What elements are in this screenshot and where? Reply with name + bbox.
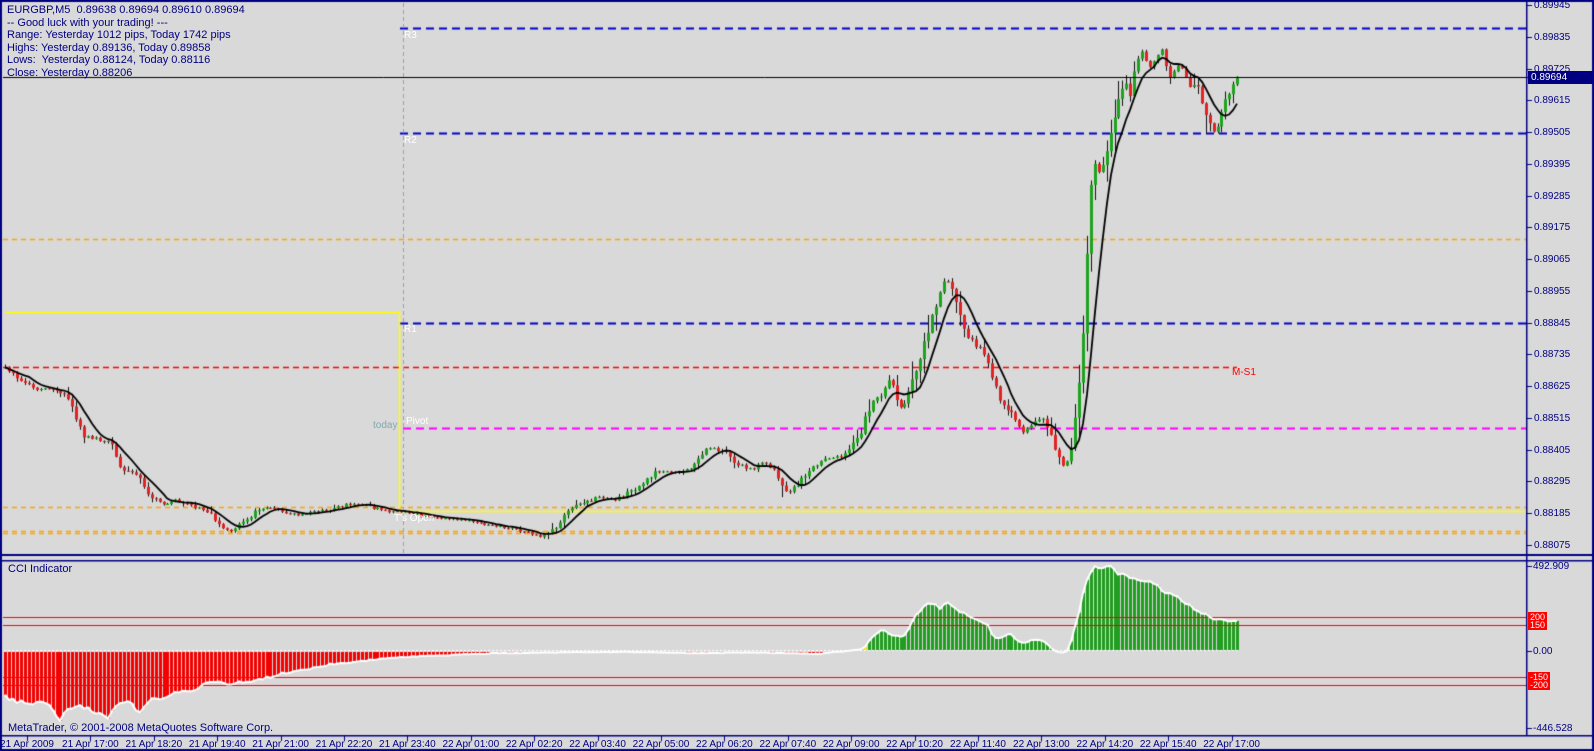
price-axis-label: 0.88625: [1534, 381, 1571, 393]
price-axis-label: 0.88735: [1534, 349, 1571, 361]
time-axis-label: 22 Apr 06:20: [696, 739, 753, 750]
price-axis-label: 0.88185: [1534, 508, 1571, 520]
cci-level-badge: -150: [1528, 671, 1551, 682]
todays-open-label: T's Open: [394, 513, 435, 524]
monthly-s1-label: M-S1: [1232, 367, 1256, 378]
r1-level-label: R1: [404, 324, 417, 335]
copyright-text: MetaTrader, © 2001-2008 MetaQuotes Softw…: [8, 722, 274, 734]
range-line: Range: Yesterday 1012 pips, Today 1742 p…: [7, 29, 231, 41]
time-axis-label: 21 Apr 19:40: [188, 739, 246, 750]
price-axis-label: 0.88515: [1534, 412, 1571, 424]
time-axis-label: 22 Apr 15:40: [1139, 739, 1197, 750]
time-axis-label: 22 Apr 05:00: [632, 739, 690, 750]
symbol-quote-line: EURGBP,M5 0.89638 0.89694 0.89610 0.8969…: [7, 4, 245, 16]
r2-level-label: R2: [404, 135, 417, 146]
cci-level-badge: -200: [1528, 680, 1551, 691]
price-axis-label: 0.89725: [1534, 63, 1571, 75]
price-axis-label: 0.89395: [1534, 158, 1571, 170]
cci-indicator-title: CCI Indicator: [8, 563, 73, 575]
price-axis-label: 0.88075: [1534, 540, 1571, 551]
price-axis-label: 0.88405: [1534, 444, 1571, 456]
r3-level-label: R3: [404, 30, 417, 41]
price-axis-label: 0.89505: [1534, 127, 1571, 139]
price-axis-label: 0.88955: [1534, 285, 1571, 297]
time-axis-label: 22 Apr 11:40: [950, 739, 1006, 750]
cci-axis-label: 492.909: [1533, 561, 1570, 573]
cci-axis-label: 0.00: [1533, 646, 1553, 657]
pivot-level-label: Pivot: [406, 416, 429, 427]
time-axis-label: 22 Apr 02:20: [505, 739, 563, 750]
cci-axis-label: -446.528: [1533, 722, 1573, 734]
time-axis-label: 21 Apr 21:00: [252, 739, 309, 750]
cci-level-badge: 150: [1528, 620, 1548, 631]
time-axis-label: 22 Apr 01:00: [442, 739, 500, 750]
price-axis-label: 0.89615: [1534, 95, 1571, 107]
time-axis-label: 21 Apr 2009: [0, 739, 54, 750]
today-session-label: today: [373, 420, 398, 431]
time-axis-label: 22 Apr 09:00: [822, 739, 880, 750]
time-axis-label: 21 Apr 18:20: [125, 739, 183, 750]
price-axis-label: 0.89835: [1534, 31, 1571, 43]
price-axis-label: 0.89175: [1534, 222, 1571, 234]
time-axis-label: 21 Apr 17:00: [62, 739, 119, 750]
chart-info-panel: EURGBP,M5 0.89638 0.89694 0.89610 0.8969…: [7, 4, 245, 79]
close-line: Close: Yesterday 0.88206: [7, 66, 133, 79]
price-axis-label: 0.88845: [1534, 317, 1571, 329]
time-axis-label: 22 Apr 03:40: [569, 739, 626, 750]
time-axis-label: 22 Apr 07:40: [759, 739, 817, 750]
price-axis-label: 0.89945: [1534, 0, 1571, 11]
lows-line: Lows: Yesterday 0.88124, Today 0.88116: [7, 54, 211, 66]
time-axis-label: 22 Apr 14:20: [1076, 739, 1134, 750]
cci-level-badge: 200: [1528, 611, 1548, 622]
price-axis-label: 0.89285: [1534, 190, 1571, 202]
comment-line: -- Good luck with your trading! ---: [7, 16, 168, 29]
time-axis-label: 22 Apr 17:00: [1203, 739, 1260, 750]
price-axis-label: 0.89065: [1534, 254, 1571, 266]
highs-line: Highs: Yesterday 0.89136, Today 0.89858: [7, 41, 211, 54]
price-axis-label: 0.88295: [1534, 476, 1571, 488]
time-axis-label: 21 Apr 22:20: [315, 739, 373, 750]
time-axis-label: 22 Apr 13:00: [1013, 739, 1070, 750]
current-price-badge: 0.89694: [1528, 70, 1594, 84]
time-axis-label: 22 Apr 10:20: [886, 739, 943, 750]
time-axis-label: 21 Apr 23:40: [379, 739, 436, 750]
